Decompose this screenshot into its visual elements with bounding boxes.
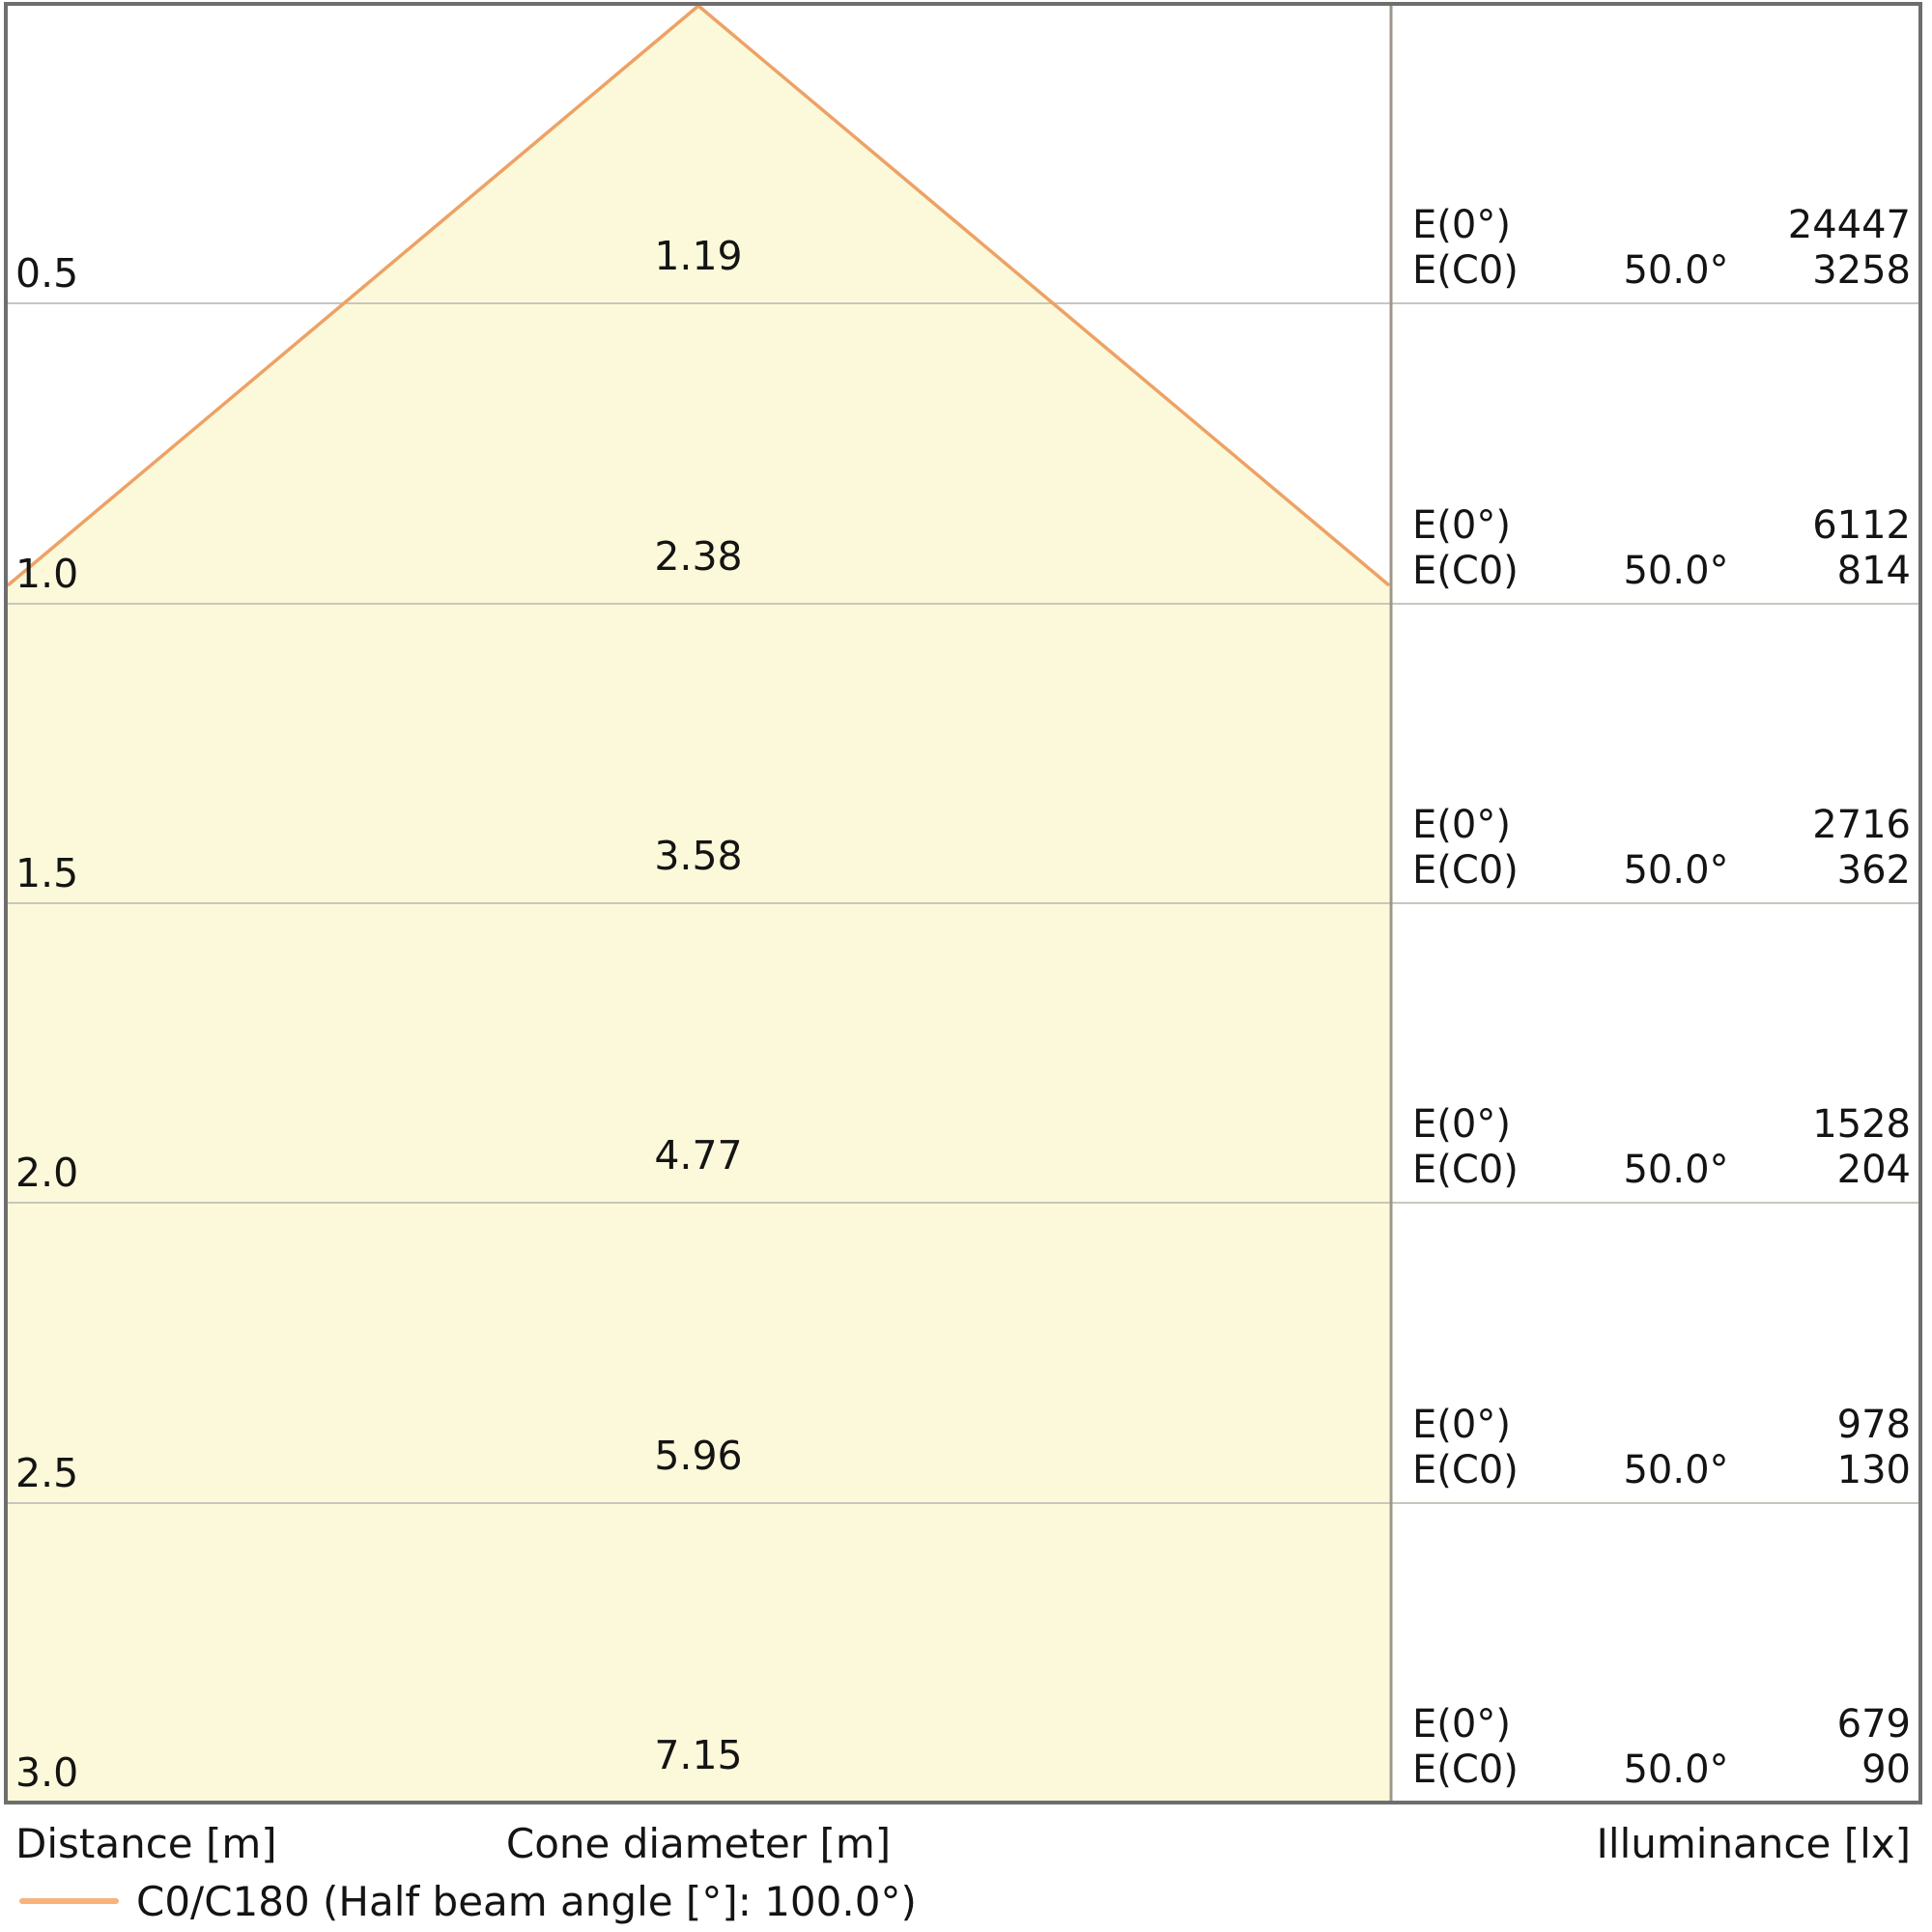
e0-value: 679 <box>1836 1702 1911 1747</box>
illuminance-axis-label: Illuminance [lx] <box>1596 1820 1911 1867</box>
ec0-value: 130 <box>1836 1448 1911 1492</box>
distance-tick-label: 1.0 <box>15 550 79 597</box>
cone-diameter-value: 7.15 <box>654 1731 743 1778</box>
e0-value: 24447 <box>1787 203 1911 247</box>
ec0-value: 814 <box>1836 549 1911 593</box>
distance-tick-label: 3.0 <box>15 1748 79 1796</box>
beam-half-angle: 50.0° <box>1623 1148 1729 1192</box>
distance-tick-label: 2.0 <box>15 1149 79 1196</box>
illuminance-block: E(0°) 6112 E(C0) 50.0° 814 <box>1412 503 1911 594</box>
axis-label-row: Distance [m] Cone diameter [m] Illuminan… <box>0 1820 1932 1870</box>
cone-diameter-value: 1.19 <box>654 232 743 279</box>
beam-half-angle: 50.0° <box>1623 549 1729 593</box>
legend-line-swatch <box>19 1898 119 1904</box>
cone-diameter-axis-label: Cone diameter [m] <box>505 1820 892 1867</box>
ec0-label: E(C0) <box>1412 1148 1519 1192</box>
plot-frame <box>4 2 1922 1804</box>
beam-half-angle: 50.0° <box>1623 248 1729 293</box>
e0-value: 2716 <box>1812 803 1911 847</box>
distance-tick-label: 0.5 <box>15 249 79 297</box>
cone-diameter-value: 2.38 <box>654 532 743 580</box>
ec0-label: E(C0) <box>1412 1448 1519 1492</box>
beam-cone-left-edge <box>6 4 700 587</box>
cone-diameter-value: 3.58 <box>654 832 743 879</box>
illuminance-block: E(0°) 24447 E(C0) 50.0° 3258 <box>1412 203 1911 294</box>
ec0-value: 90 <box>1861 1747 1911 1792</box>
ec0-row: E(C0) 50.0° 362 <box>1412 848 1911 894</box>
ec0-label: E(C0) <box>1412 248 1519 293</box>
ec0-value: 3258 <box>1812 248 1911 293</box>
e0-row: E(0°) 978 <box>1412 1403 1911 1448</box>
e0-label: E(0°) <box>1412 1102 1511 1147</box>
illuminance-block: E(0°) 679 E(C0) 50.0° 90 <box>1412 1702 1911 1793</box>
e0-row: E(0°) 1528 <box>1412 1102 1911 1148</box>
legend: C0/C180 (Half beam angle [°]: 100.0°) <box>19 1874 917 1928</box>
legend-label: C0/C180 (Half beam angle [°]: 100.0°) <box>136 1877 917 1925</box>
e0-value: 1528 <box>1812 1102 1911 1147</box>
beam-half-angle: 50.0° <box>1623 848 1729 893</box>
cone-diameter-value: 4.77 <box>654 1131 743 1179</box>
e0-label: E(0°) <box>1412 503 1511 548</box>
ec0-value: 362 <box>1836 848 1911 893</box>
e0-label: E(0°) <box>1412 1403 1511 1447</box>
cone-diameter-value: 5.96 <box>654 1432 743 1479</box>
e0-label: E(0°) <box>1412 803 1511 847</box>
ec0-row: E(C0) 50.0° 814 <box>1412 549 1911 594</box>
distance-tick-label: 2.5 <box>15 1449 79 1496</box>
e0-row: E(0°) 24447 <box>1412 203 1911 248</box>
e0-label: E(0°) <box>1412 203 1511 247</box>
ec0-row: E(C0) 50.0° 90 <box>1412 1747 1911 1793</box>
ec0-value: 204 <box>1836 1148 1911 1192</box>
ec0-label: E(C0) <box>1412 1747 1519 1792</box>
ec0-row: E(C0) 50.0° 3258 <box>1412 248 1911 294</box>
e0-row: E(0°) 679 <box>1412 1702 1911 1747</box>
beam-cone-right-edge <box>696 4 1391 587</box>
distance-tick-label: 1.5 <box>15 849 79 896</box>
ec0-row: E(C0) 50.0° 130 <box>1412 1448 1911 1493</box>
e0-value: 6112 <box>1812 503 1911 548</box>
e0-label: E(0°) <box>1412 1702 1511 1747</box>
illuminance-block: E(0°) 2716 E(C0) 50.0° 362 <box>1412 803 1911 894</box>
illuminance-block: E(0°) 978 E(C0) 50.0° 130 <box>1412 1403 1911 1493</box>
e0-row: E(0°) 2716 <box>1412 803 1911 848</box>
ec0-label: E(C0) <box>1412 848 1519 893</box>
ec0-row: E(C0) 50.0° 204 <box>1412 1148 1911 1193</box>
distance-axis-label: Distance [m] <box>15 1820 277 1867</box>
e0-row: E(0°) 6112 <box>1412 503 1911 549</box>
beam-half-angle: 50.0° <box>1623 1747 1729 1792</box>
e0-value: 978 <box>1836 1403 1911 1447</box>
illuminance-block: E(0°) 1528 E(C0) 50.0° 204 <box>1412 1102 1911 1193</box>
beam-half-angle: 50.0° <box>1623 1448 1729 1492</box>
ec0-label: E(C0) <box>1412 549 1519 593</box>
